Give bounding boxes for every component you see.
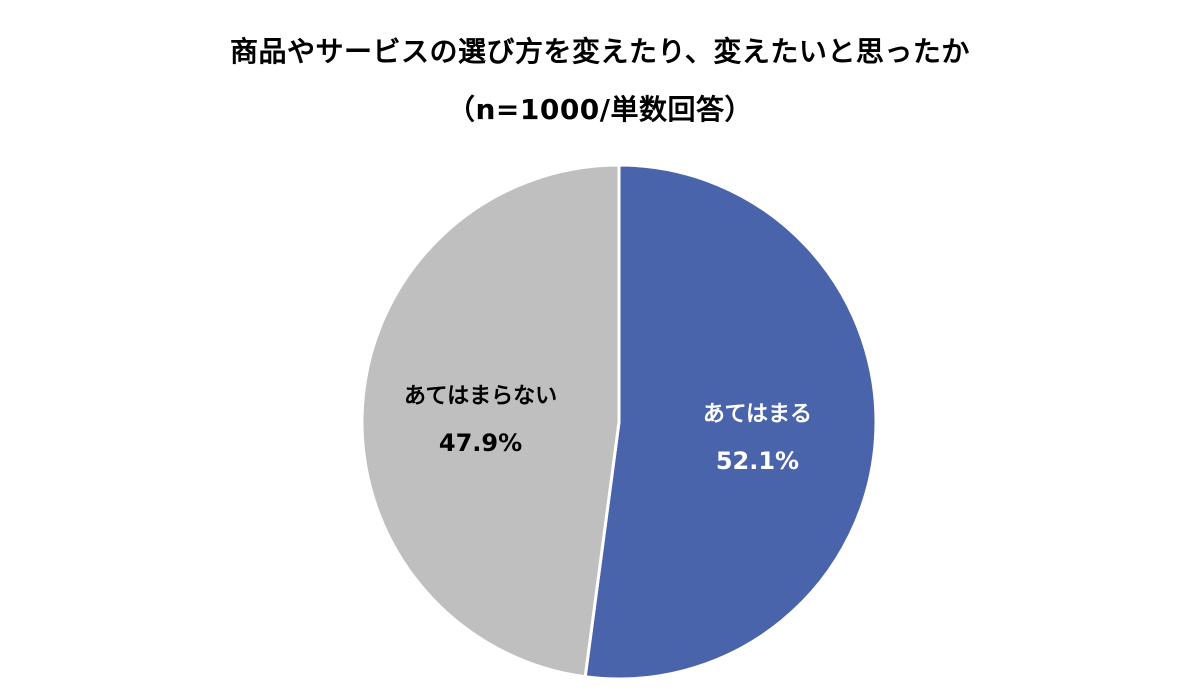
slice-value-2: 47.9% — [439, 429, 522, 457]
chart-title: 商品やサービスの選び方を変えたり、変えたいと思ったか — [230, 35, 970, 68]
pie-slice-2 — [360, 163, 621, 679]
pie-labels: あてはまる 52.1% あてはまらない 47.9% — [404, 384, 812, 475]
pie-slices — [360, 163, 878, 681]
pie-slice-1 — [583, 163, 878, 681]
slice-value-1: 52.1% — [716, 447, 799, 475]
slice-label-1: あてはまる — [703, 402, 812, 427]
chart-subtitle: （n=1000/単数回答） — [446, 93, 754, 126]
slice-label-2: あてはまらない — [404, 384, 557, 409]
